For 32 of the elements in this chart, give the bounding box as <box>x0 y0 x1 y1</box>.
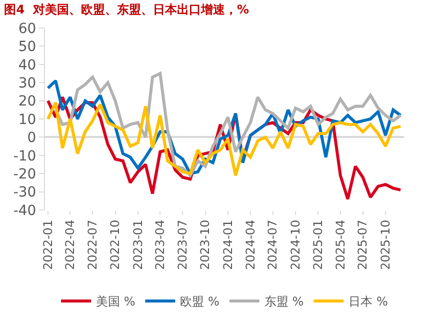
y-tick-label: 20 <box>18 94 36 110</box>
chart-title: 图4 对美国、欧盟、东盟、日本出口增速，% <box>4 2 249 16</box>
x-tick-label: 2025-04 <box>333 220 348 270</box>
x-tick-label: 2023-04 <box>153 220 168 270</box>
x-tick-label: 2023-01 <box>130 220 145 270</box>
x-tick-label: 2022-04 <box>63 220 78 270</box>
x-tick-label: 2022-07 <box>85 220 100 270</box>
x-tick-label: 2024-01 <box>220 220 235 270</box>
y-tick-label: -10 <box>13 148 36 164</box>
x-tick-label: 2025-07 <box>356 220 370 270</box>
x-tick-label: 2023-10 <box>198 220 212 270</box>
x-tick-label: 2025-10 <box>378 220 392 270</box>
x-tick-label: 2024-07 <box>266 220 280 270</box>
y-tick-label: 30 <box>18 76 36 92</box>
y-tick-label: 60 <box>18 20 36 37</box>
y-tick-label: 0 <box>27 130 36 146</box>
y-tick-label: 40 <box>18 57 36 74</box>
y-tick-label: -20 <box>13 166 36 182</box>
x-tick-label: 2022-01 <box>40 220 55 270</box>
legend-label: 东盟 % <box>264 294 304 309</box>
y-tick-label: -30 <box>13 184 36 201</box>
y-tick-label: -40 <box>13 202 36 219</box>
legend-label: 欧盟 % <box>180 294 220 309</box>
y-tick-label: 50 <box>18 39 36 56</box>
y-tick-label: 10 <box>18 112 36 128</box>
x-tick-label: 2025-01 <box>311 220 326 270</box>
x-tick-label: 2024-04 <box>243 220 258 270</box>
legend-label: 美国 % <box>96 294 136 309</box>
x-tick-label: 2022-10 <box>108 220 122 270</box>
x-tick-label: 2024-10 <box>288 220 302 270</box>
legend-label: 日本 % <box>348 294 388 309</box>
x-tick-label: 2023-07 <box>175 220 190 270</box>
